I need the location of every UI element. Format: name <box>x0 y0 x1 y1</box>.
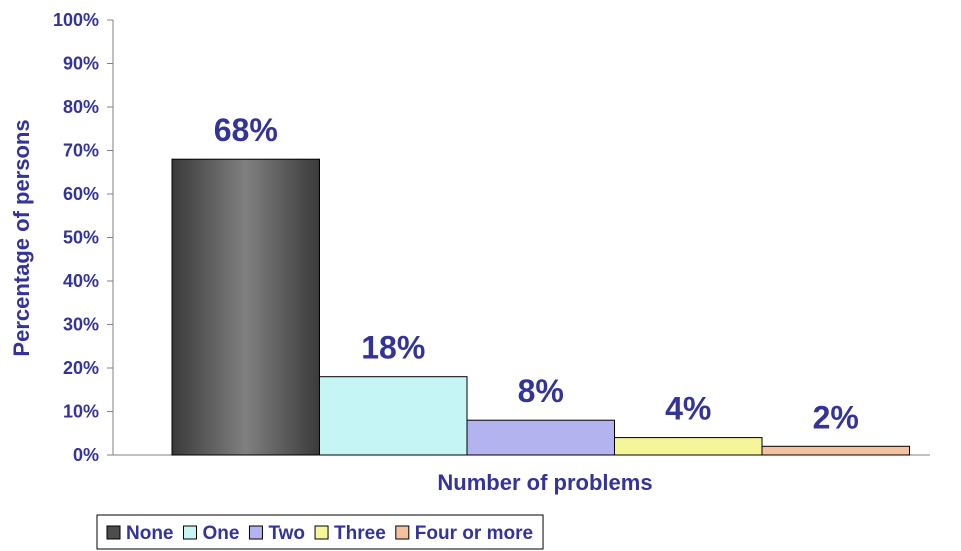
y-tick-label: 10% <box>63 402 99 422</box>
legend-label: Three <box>334 523 386 544</box>
bar-four-or-more <box>761 445 910 456</box>
legend-swatch <box>248 525 263 540</box>
y-tick-label: 100% <box>53 10 99 30</box>
legend-swatch <box>183 525 197 540</box>
legend-label: Four or more <box>415 523 533 544</box>
legend-label: One <box>203 523 240 544</box>
legend-swatch <box>106 525 121 540</box>
data-label: 68% <box>214 112 278 148</box>
y-tick-label: 80% <box>63 97 99 117</box>
data-label: 4% <box>665 391 711 427</box>
y-ticks: 0% 10% 20% 30% 40% 50% 60% 70% 80% 90% 100% <box>53 10 113 465</box>
legend: None One Two Three Four or more <box>96 514 544 550</box>
y-tick-label: 70% <box>63 141 99 161</box>
legend-label: Two <box>268 523 305 544</box>
y-axis-title: Percentage of persons <box>9 119 34 356</box>
y-tick-label: 50% <box>63 228 99 248</box>
y-tick-label: 30% <box>63 315 99 335</box>
bar-three <box>614 437 763 456</box>
legend-label: None <box>126 523 174 544</box>
y-tick-label: 0% <box>73 445 99 465</box>
legend-swatch <box>314 525 329 540</box>
x-axis-title: Number of problems <box>437 470 652 495</box>
data-label: 18% <box>361 330 425 366</box>
y-tick-label: 90% <box>63 54 99 74</box>
y-tick-label: 40% <box>63 271 99 291</box>
data-label: 8% <box>518 373 564 409</box>
bar-one <box>319 376 468 456</box>
y-tick-label: 20% <box>63 358 99 378</box>
legend-swatch <box>395 525 410 540</box>
data-label: 2% <box>813 399 859 435</box>
y-tick-label: 60% <box>63 184 99 204</box>
bars <box>171 158 910 456</box>
bar-none <box>171 158 320 456</box>
bar-two <box>466 419 615 456</box>
data-labels: 68% 18% 8% 4% 2% <box>214 112 859 435</box>
